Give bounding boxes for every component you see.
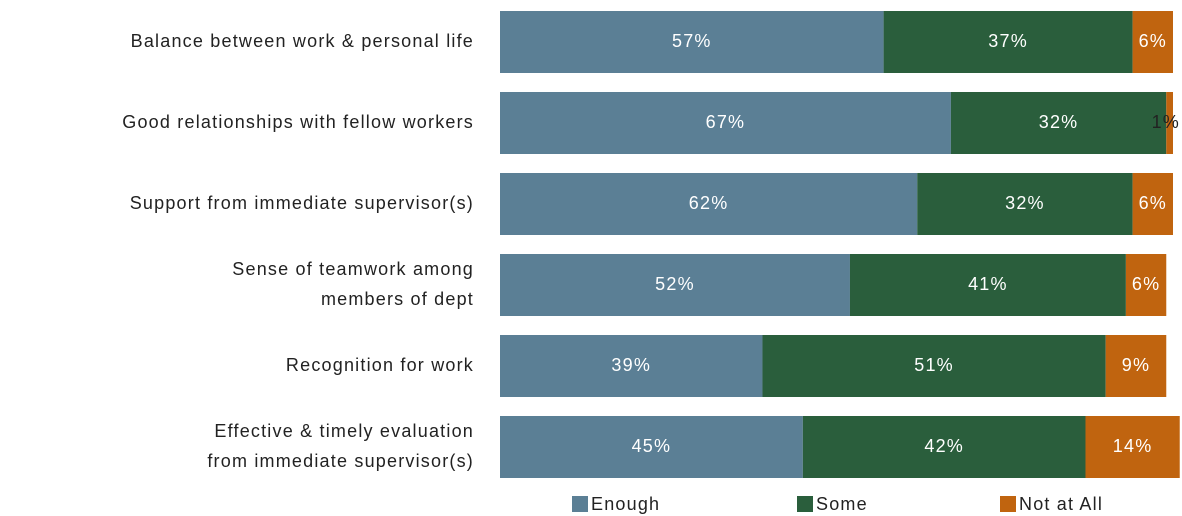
- bar-segment: [802, 416, 1086, 478]
- legend-swatch: [1000, 496, 1016, 512]
- y-tick-label: Balance between work & personal life: [131, 31, 474, 51]
- y-tick-label: Sense of teamwork among: [232, 259, 474, 279]
- bar-segment: [950, 92, 1167, 154]
- y-tick-label: Recognition for work: [286, 355, 474, 375]
- bar-segment: [917, 173, 1133, 235]
- value-label: 45%: [632, 436, 672, 456]
- bar-segment: [849, 254, 1126, 316]
- bar-segment: [500, 11, 884, 73]
- bar-segment: [1132, 11, 1173, 73]
- y-tick-label: Good relationships with fellow workers: [122, 112, 474, 132]
- value-label: 6%: [1132, 274, 1160, 294]
- bar-segment: [1132, 173, 1173, 235]
- value-label: 1%: [1152, 112, 1180, 132]
- value-label: 37%: [988, 31, 1028, 51]
- bar-segment: [1125, 254, 1167, 316]
- y-tick-label: from immediate supervisor(s): [207, 451, 474, 471]
- legend-swatch: [572, 496, 588, 512]
- bar-segment: [1166, 92, 1173, 154]
- bar-segment: [500, 254, 850, 316]
- value-label: 41%: [968, 274, 1008, 294]
- value-label: 42%: [924, 436, 964, 456]
- value-label: 6%: [1139, 193, 1167, 213]
- value-label: 6%: [1139, 31, 1167, 51]
- value-label: 52%: [655, 274, 695, 294]
- value-label: 32%: [1039, 112, 1079, 132]
- bar-segment: [762, 335, 1106, 397]
- value-label: 32%: [1005, 193, 1045, 213]
- y-tick-label: members of dept: [321, 289, 474, 309]
- legend-label: Enough: [591, 494, 660, 514]
- value-label: 39%: [611, 355, 651, 375]
- y-tick-label: Support from immediate supervisor(s): [130, 193, 474, 213]
- bar-segment: [1105, 335, 1167, 397]
- value-label: 14%: [1113, 436, 1153, 456]
- value-label: 62%: [689, 193, 729, 213]
- legend-label: Not at All: [1019, 494, 1103, 514]
- bar-segment: [500, 173, 918, 235]
- value-label: 51%: [914, 355, 954, 375]
- y-tick-label: Effective & timely evaluation: [214, 421, 474, 441]
- bar-segment: [500, 92, 951, 154]
- value-label: 9%: [1122, 355, 1150, 375]
- legend-label: Some: [816, 494, 868, 514]
- legend-swatch: [797, 496, 813, 512]
- bar-segment: [1085, 416, 1180, 478]
- bar-segment: [500, 416, 803, 478]
- bar-segment: [500, 335, 763, 397]
- value-label: 57%: [672, 31, 712, 51]
- value-label: 67%: [706, 112, 746, 132]
- bar-segment: [883, 11, 1133, 73]
